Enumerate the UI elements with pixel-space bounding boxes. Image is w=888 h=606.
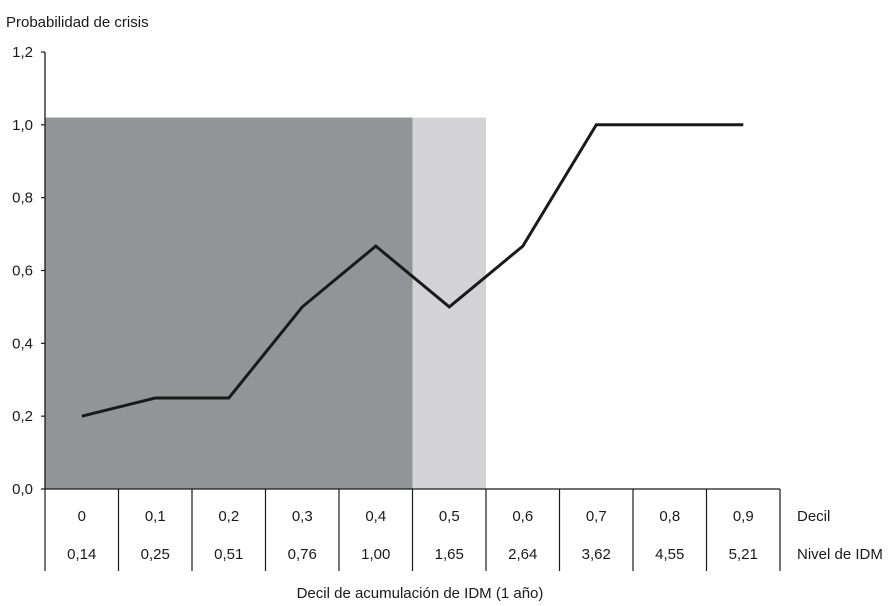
y-tick-label: 0,0 xyxy=(12,481,33,498)
shaded-region-1 xyxy=(412,117,486,490)
table-cell: 0,6 xyxy=(512,508,533,525)
y-axis-label: Probabilidad de crisis xyxy=(6,14,149,31)
table-cell: 0,7 xyxy=(586,508,607,525)
y-tick-label: 1,2 xyxy=(12,44,33,61)
table-cell: 0 xyxy=(78,508,86,525)
y-tick-label: 0,6 xyxy=(12,263,33,280)
table-cell: 0,3 xyxy=(292,508,313,525)
shaded-region-0 xyxy=(45,117,413,490)
table-cell: 3,62 xyxy=(582,546,611,563)
table-cell: 0,4 xyxy=(365,508,386,525)
y-ticks: 0,0 0,2 0,4 0,6 0,8 1,0 1,2 xyxy=(12,44,45,498)
table-cell: 1,00 xyxy=(361,546,390,563)
y-tick-label: 0,8 xyxy=(12,190,33,207)
table-cell: 0,8 xyxy=(659,508,680,525)
table-cell: 5,21 xyxy=(729,546,758,563)
table-cell: 0,25 xyxy=(141,546,170,563)
table-row-label: Nivel de IDM xyxy=(797,546,883,563)
table-cell: 0,9 xyxy=(733,508,754,525)
table-cell: 0,1 xyxy=(145,508,166,525)
x-axis-label: Decil de acumulación de IDM (1 año) xyxy=(297,585,544,602)
table-cell: 0,2 xyxy=(218,508,239,525)
table-cell: 0,14 xyxy=(67,546,96,563)
y-tick-label: 0,2 xyxy=(12,408,33,425)
table-cell: 1,65 xyxy=(435,546,464,563)
y-tick-label: 1,0 xyxy=(12,117,33,134)
shaded-regions xyxy=(45,117,486,490)
table-cell: 0,5 xyxy=(439,508,460,525)
table-cell: 4,55 xyxy=(655,546,684,563)
y-tick-label: 0,4 xyxy=(12,335,33,352)
table-cell: 0,51 xyxy=(214,546,243,563)
series-line xyxy=(81,123,744,418)
table-row-label: Decil xyxy=(797,508,830,525)
table-cell: 2,64 xyxy=(508,546,537,563)
table-cell: 0,76 xyxy=(288,546,317,563)
data-table: 0 0,1 0,2 0,3 0,4 0,5 0,6 0,7 0,8 0,9 Decil 0,14 0,2… xyxy=(44,489,883,571)
